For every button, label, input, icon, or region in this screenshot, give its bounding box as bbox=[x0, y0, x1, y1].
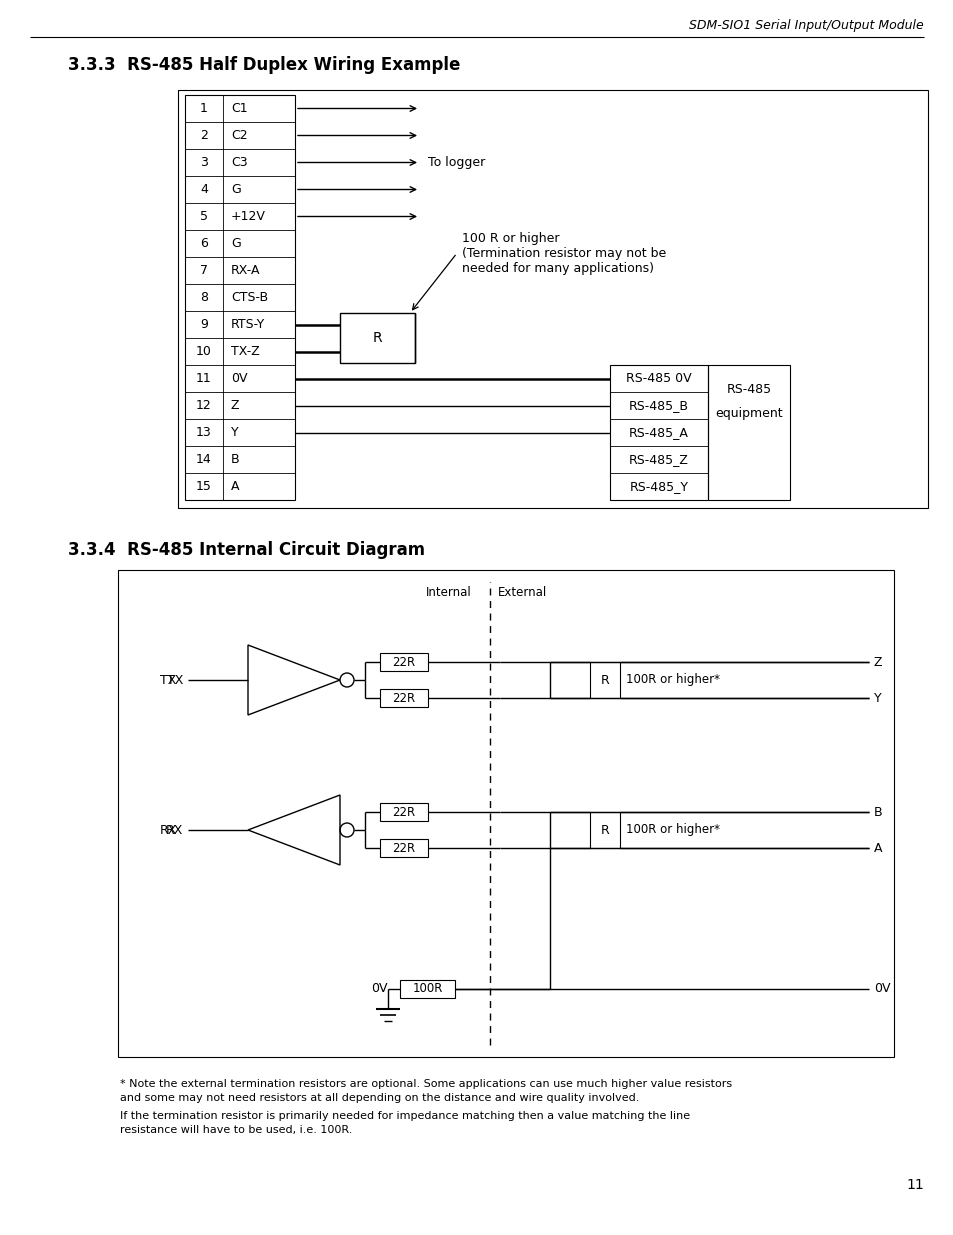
Text: B: B bbox=[231, 453, 239, 466]
Text: R: R bbox=[600, 824, 609, 836]
Text: Z: Z bbox=[873, 656, 882, 668]
Text: G: G bbox=[231, 237, 240, 249]
Text: C1: C1 bbox=[231, 103, 248, 115]
Text: RS-485_Z: RS-485_Z bbox=[628, 453, 688, 466]
Text: RS-485_B: RS-485_B bbox=[628, 399, 688, 412]
Text: 8: 8 bbox=[200, 291, 208, 304]
Text: Z: Z bbox=[231, 399, 239, 412]
Text: 11: 11 bbox=[196, 372, 212, 385]
Text: needed for many applications): needed for many applications) bbox=[461, 262, 654, 274]
Bar bbox=[118, 571, 893, 1057]
Text: TX-Z: TX-Z bbox=[231, 345, 259, 358]
Text: C3: C3 bbox=[231, 156, 248, 169]
Text: equipment: equipment bbox=[715, 408, 782, 420]
Text: 9: 9 bbox=[200, 317, 208, 331]
Text: External: External bbox=[497, 585, 547, 599]
Text: 4: 4 bbox=[200, 183, 208, 196]
Text: RS-485: RS-485 bbox=[725, 383, 771, 395]
Text: resistance will have to be used, i.e. 100R.: resistance will have to be used, i.e. 10… bbox=[120, 1125, 352, 1135]
Text: RS-485_A: RS-485_A bbox=[628, 426, 688, 438]
Text: 5: 5 bbox=[200, 210, 208, 224]
Text: B: B bbox=[873, 805, 882, 819]
Text: 100 R or higher: 100 R or higher bbox=[461, 232, 558, 245]
Bar bbox=[379, 803, 428, 821]
Text: 0V: 0V bbox=[231, 372, 247, 385]
Text: R: R bbox=[600, 673, 609, 687]
Text: 1: 1 bbox=[200, 103, 208, 115]
Text: 22R: 22R bbox=[392, 656, 416, 668]
Text: Y: Y bbox=[873, 692, 881, 704]
Text: (Termination resistor may not be: (Termination resistor may not be bbox=[461, 247, 665, 259]
Bar bbox=[609, 366, 707, 500]
Bar bbox=[185, 95, 294, 500]
Text: RX: RX bbox=[159, 824, 176, 836]
Text: 22R: 22R bbox=[392, 841, 416, 855]
Text: A: A bbox=[873, 841, 882, 855]
Text: RS-485 0V: RS-485 0V bbox=[625, 372, 691, 385]
Text: To logger: To logger bbox=[428, 156, 485, 169]
Text: 12: 12 bbox=[196, 399, 212, 412]
Text: 100R: 100R bbox=[412, 983, 442, 995]
Text: 14: 14 bbox=[196, 453, 212, 466]
Text: 100R or higher*: 100R or higher* bbox=[625, 824, 720, 836]
Text: RX-A: RX-A bbox=[231, 264, 260, 277]
Text: R: R bbox=[373, 331, 382, 345]
Text: CTS-B: CTS-B bbox=[231, 291, 268, 304]
Text: SDM-SIO1 Serial Input/Output Module: SDM-SIO1 Serial Input/Output Module bbox=[688, 19, 923, 32]
Text: RTS-Y: RTS-Y bbox=[231, 317, 265, 331]
Text: +12V: +12V bbox=[231, 210, 266, 224]
Bar bbox=[589, 662, 619, 698]
Text: 22R: 22R bbox=[392, 692, 416, 704]
Bar bbox=[589, 811, 619, 848]
Text: 100R or higher*: 100R or higher* bbox=[625, 673, 720, 687]
Text: 0V: 0V bbox=[873, 983, 889, 995]
Bar bbox=[707, 366, 789, 500]
Text: and some may not need resistors at all depending on the distance and wire qualit: and some may not need resistors at all d… bbox=[120, 1093, 639, 1103]
Bar bbox=[339, 312, 415, 363]
Text: 15: 15 bbox=[196, 480, 212, 493]
Text: RS-485_Y: RS-485_Y bbox=[629, 480, 688, 493]
Text: 0V: 0V bbox=[371, 983, 388, 995]
Text: 13: 13 bbox=[196, 426, 212, 438]
Text: 22R: 22R bbox=[392, 805, 416, 819]
Text: 7: 7 bbox=[200, 264, 208, 277]
Text: * Note the external termination resistors are optional. Some applications can us: * Note the external termination resistor… bbox=[120, 1079, 731, 1089]
Text: 11: 11 bbox=[905, 1178, 923, 1192]
Text: A: A bbox=[231, 480, 239, 493]
Text: 2: 2 bbox=[200, 128, 208, 142]
Text: If the termination resistor is primarily needed for impedance matching then a va: If the termination resistor is primarily… bbox=[120, 1112, 689, 1121]
Bar bbox=[178, 90, 927, 508]
Bar bbox=[379, 689, 428, 706]
Bar bbox=[399, 981, 455, 998]
Text: TX: TX bbox=[160, 673, 176, 687]
Bar bbox=[379, 839, 428, 857]
Text: Internal: Internal bbox=[426, 585, 472, 599]
Text: Y: Y bbox=[231, 426, 238, 438]
Text: C2: C2 bbox=[231, 128, 248, 142]
Text: 3.3.4  RS-485 Internal Circuit Diagram: 3.3.4 RS-485 Internal Circuit Diagram bbox=[68, 541, 425, 559]
Text: 3: 3 bbox=[200, 156, 208, 169]
Text: 3.3.3  RS-485 Half Duplex Wiring Example: 3.3.3 RS-485 Half Duplex Wiring Example bbox=[68, 56, 460, 74]
Text: RX: RX bbox=[166, 824, 183, 836]
Text: TX: TX bbox=[167, 673, 183, 687]
Text: 10: 10 bbox=[196, 345, 212, 358]
Text: G: G bbox=[231, 183, 240, 196]
Bar bbox=[379, 653, 428, 671]
Text: 6: 6 bbox=[200, 237, 208, 249]
